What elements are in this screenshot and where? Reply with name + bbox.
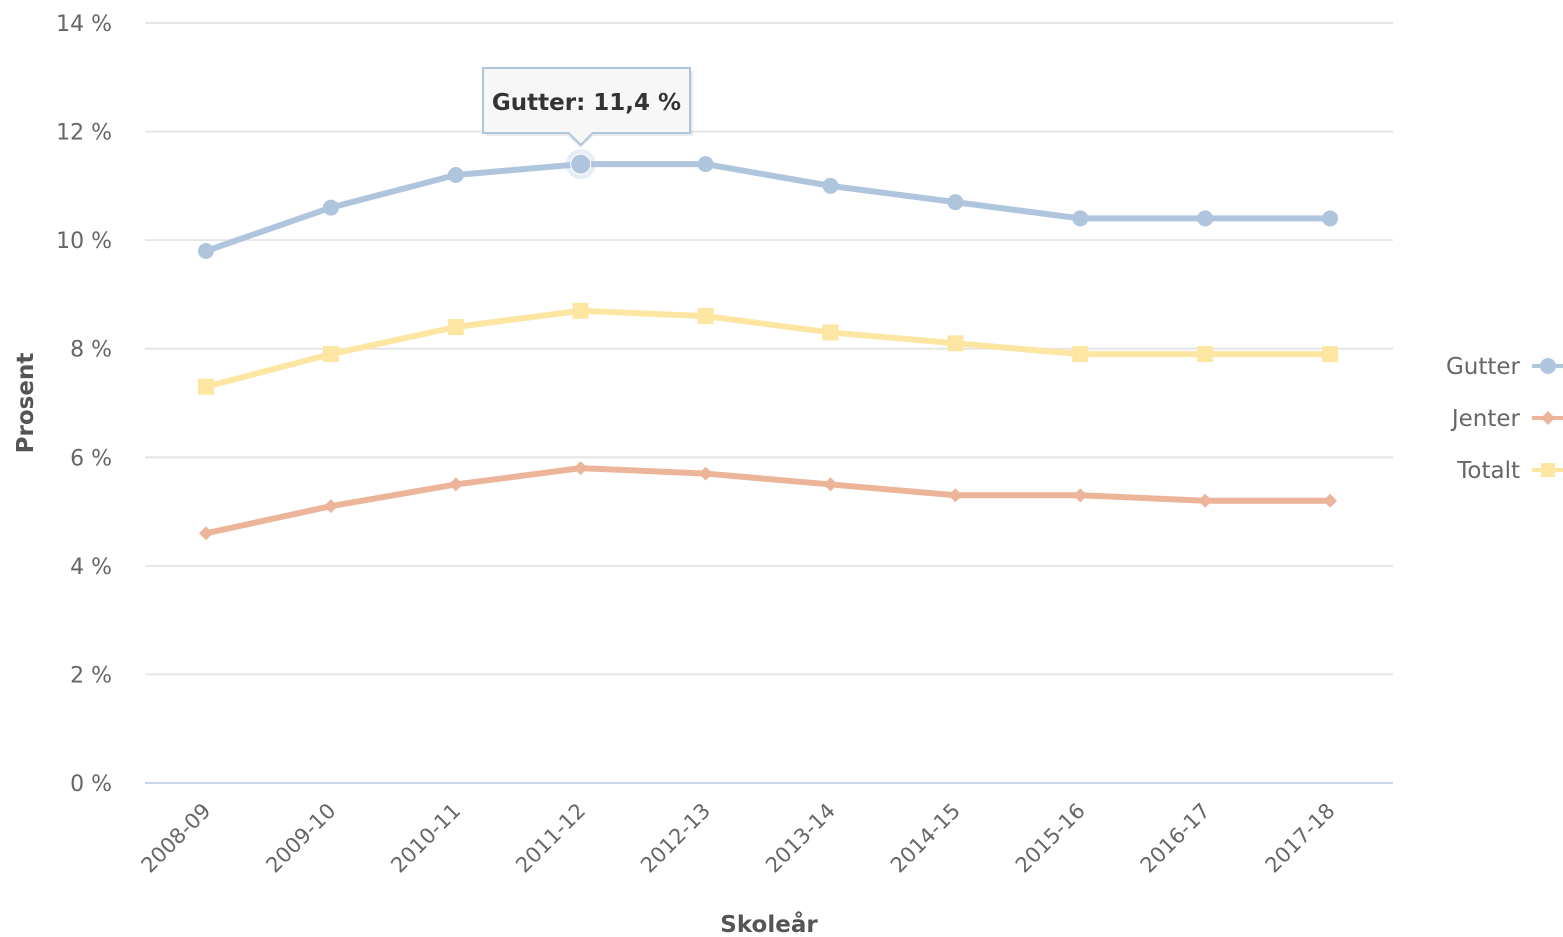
- legend-marker[interactable]: [1541, 463, 1555, 477]
- data-point[interactable]: [572, 302, 589, 319]
- series-gutter: [198, 156, 1339, 259]
- data-point[interactable]: [447, 319, 464, 335]
- legend[interactable]: Gutter Jenter Totalt: [1446, 354, 1563, 484]
- y-tick-label: 10 %: [56, 229, 112, 254]
- y-tick-label: 0 %: [70, 772, 112, 797]
- x-axis-ticks: 2008-09 2009-10 2010-11 2011-12 2012-13 2013-…: [137, 799, 1340, 878]
- x-tick-label: 2016-17: [1136, 799, 1215, 878]
- data-point[interactable]: [1197, 210, 1214, 227]
- data-point[interactable]: [198, 243, 214, 259]
- data-point[interactable]: [1323, 493, 1338, 508]
- legend-marker[interactable]: [1541, 411, 1555, 425]
- grid-lines: [145, 22, 1393, 784]
- data-point[interactable]: [697, 308, 714, 325]
- y-tick-label: 8 %: [70, 338, 112, 363]
- data-point[interactable]: [1197, 346, 1214, 363]
- y-tick-label: 4 %: [70, 555, 112, 580]
- y-tick-label: 14 %: [56, 12, 112, 37]
- legend-label: Gutter: [1446, 354, 1521, 380]
- data-point[interactable]: [822, 177, 839, 194]
- data-point[interactable]: [199, 526, 213, 541]
- data-point[interactable]: [822, 324, 839, 341]
- series-line: [203, 465, 1334, 537]
- data-point[interactable]: [698, 466, 713, 481]
- series-jenter: [199, 461, 1338, 541]
- legend-item-jenter[interactable]: Jenter: [1450, 406, 1563, 432]
- data-point[interactable]: [1198, 493, 1213, 508]
- x-tick-label: 2012-13: [636, 799, 715, 878]
- data-point[interactable]: [1072, 210, 1089, 227]
- x-tick-label: 2010-11: [386, 799, 465, 878]
- data-point[interactable]: [948, 488, 963, 503]
- data-point[interactable]: [447, 167, 464, 183]
- legend-item-gutter[interactable]: Gutter: [1446, 354, 1563, 380]
- data-point[interactable]: [947, 194, 964, 211]
- tooltip-label: Gutter: 11,4 %: [492, 90, 681, 116]
- data-point[interactable]: [322, 346, 339, 363]
- x-tick-label: 2013-14: [761, 799, 840, 878]
- tooltip: Gutter: 11,4 %: [482, 67, 693, 148]
- legend-label: Totalt: [1456, 458, 1520, 484]
- x-tick-label: 2009-10: [261, 799, 340, 878]
- data-point[interactable]: [322, 199, 339, 216]
- series-lines: [198, 149, 1339, 541]
- series-line: [203, 307, 1334, 390]
- y-tick-label: 2 %: [70, 663, 112, 688]
- y-tick-label: 12 %: [56, 121, 112, 146]
- data-point[interactable]: [823, 477, 838, 492]
- data-point[interactable]: [697, 156, 714, 173]
- data-point[interactable]: [198, 378, 214, 395]
- x-tick-label: 2015-16: [1011, 799, 1090, 878]
- y-tick-label: 6 %: [70, 446, 112, 471]
- legend-label: Jenter: [1450, 406, 1521, 432]
- data-point[interactable]: [448, 477, 463, 492]
- data-point[interactable]: [323, 499, 338, 514]
- data-point[interactable]: [947, 335, 964, 352]
- y-axis-ticks: 0 % 2 % 4 % 6 % 8 % 10 % 12 % 14 %: [56, 12, 112, 797]
- x-tick-label: 2014-15: [886, 799, 965, 878]
- data-point[interactable]: [1073, 488, 1088, 503]
- x-axis-title: Skoleår: [720, 911, 818, 937]
- series-line: [203, 161, 1334, 254]
- data-point[interactable]: [1072, 346, 1089, 363]
- x-tick-label: 2017-18: [1261, 799, 1340, 878]
- legend-marker[interactable]: [1540, 358, 1556, 374]
- y-axis-title: Prosent: [13, 353, 39, 454]
- legend-item-totalt[interactable]: Totalt: [1456, 458, 1563, 484]
- data-point[interactable]: [1322, 210, 1339, 227]
- tooltip-box: [482, 67, 691, 147]
- series-totalt: [198, 302, 1339, 395]
- x-tick-label: 2008-09: [137, 799, 216, 878]
- data-point[interactable]: [1322, 346, 1339, 363]
- x-tick-label: 2011-12: [511, 799, 590, 878]
- data-point[interactable]: [573, 461, 588, 476]
- hovered-point[interactable]: [570, 153, 592, 175]
